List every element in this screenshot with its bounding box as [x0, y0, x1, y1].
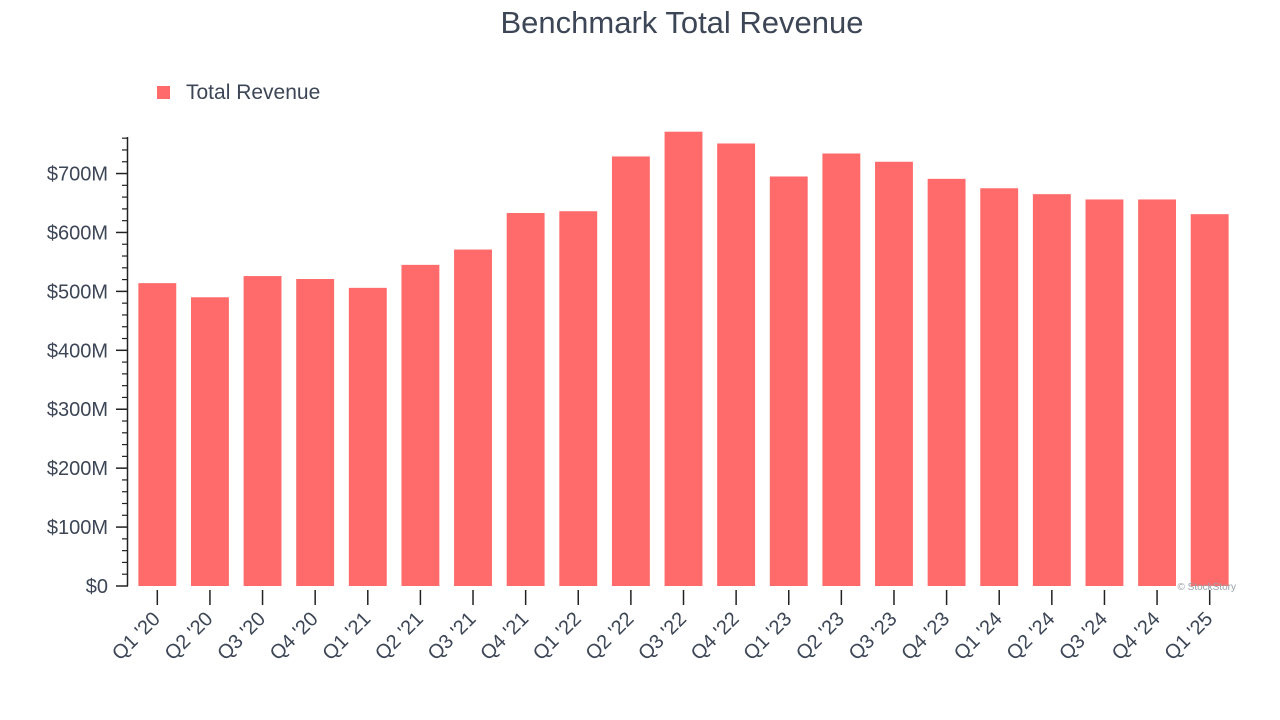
y-tick-label: $300M: [47, 399, 108, 421]
bar: [559, 211, 598, 587]
bar: [611, 156, 650, 586]
x-tick-label: Q2 '23: [792, 608, 849, 665]
x-tick-label: Q4 '23: [897, 608, 954, 665]
bar: [1138, 199, 1177, 586]
x-tick-label: Q1 '21: [319, 608, 376, 665]
x-tick-label: Q2 '24: [1003, 608, 1060, 665]
x-tick-label: Q1 '22: [529, 608, 586, 665]
bar: [296, 279, 335, 586]
legend: Total Revenue: [157, 81, 320, 104]
x-tick-label: Q2 '22: [582, 608, 639, 665]
bar: [348, 287, 387, 586]
bar: [401, 264, 440, 586]
legend-swatch: [157, 86, 170, 99]
bar: [822, 153, 861, 586]
bar: [243, 276, 282, 586]
bar: [1190, 214, 1229, 586]
x-tick-label: Q3 '21: [424, 608, 481, 665]
x-tick-label: Q4 '20: [266, 608, 323, 665]
x-tick-label: Q2 '21: [371, 608, 428, 665]
x-tick-label: Q4 '24: [1108, 608, 1165, 665]
x-tick-label: Q3 '23: [845, 608, 902, 665]
x-tick-label: Q1 '24: [950, 608, 1007, 665]
bar: [927, 178, 966, 586]
x-tick-label: Q2 '20: [161, 608, 218, 665]
y-axis: $0 $100M $200M $300M $400M $500M $600M $700M: [47, 137, 129, 598]
bar: [1032, 194, 1071, 586]
y-tick-label: $600M: [47, 222, 108, 244]
bar: [980, 188, 1019, 586]
bar: [664, 131, 703, 586]
x-tick-label: Q4 '21: [476, 608, 533, 665]
x-tick-label: Q3 '24: [1055, 608, 1112, 665]
bar: [769, 176, 808, 587]
legend-label: Total Revenue: [186, 81, 320, 104]
bar: [875, 161, 913, 586]
bar: [138, 283, 177, 586]
bar: [717, 143, 756, 587]
x-tick-label: Q1 '20: [108, 608, 165, 665]
x-tick-label: Q4 '22: [687, 608, 744, 665]
y-tick-label: $0: [86, 576, 108, 598]
y-tick-label: $200M: [47, 458, 108, 480]
x-tick-label: Q3 '22: [634, 608, 691, 665]
bar: [454, 249, 492, 587]
y-tick-label: $500M: [47, 281, 108, 303]
x-tick-label: Q1 '23: [739, 608, 796, 665]
x-tick-label: Q1 '25: [1160, 608, 1217, 665]
bars: [138, 131, 1229, 587]
y-tick-label: $100M: [47, 517, 108, 539]
bar: [190, 297, 229, 586]
y-tick-label: $700M: [47, 164, 108, 186]
bar: [506, 213, 545, 586]
chart-title: Benchmark Total Revenue: [500, 5, 863, 40]
watermark: © StockStory: [1178, 582, 1237, 593]
bar: [1085, 199, 1124, 586]
x-tick-label: Q3 '20: [213, 608, 270, 665]
y-tick-label: $400M: [47, 340, 108, 362]
